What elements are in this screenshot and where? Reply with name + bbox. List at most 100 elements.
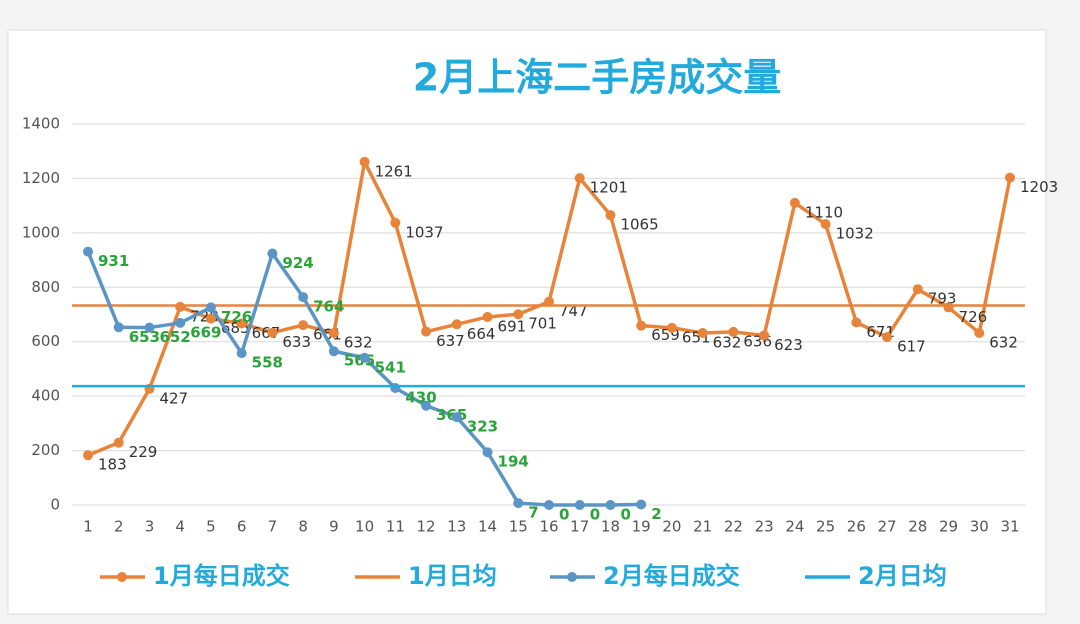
value-label: 701: [528, 315, 557, 333]
point: [83, 450, 93, 461]
point: [482, 447, 493, 458]
value-label: 653: [129, 328, 160, 346]
x-tick-label: 20: [662, 518, 681, 536]
point: [83, 246, 93, 257]
x-tick-label: 16: [539, 518, 558, 536]
point: [605, 500, 616, 510]
y-tick-label: 200: [31, 441, 60, 459]
y-tick-label: 1000: [22, 223, 60, 241]
value-label: 633: [282, 333, 311, 351]
legend-label: 2月每日成交: [603, 562, 740, 590]
point: [544, 296, 554, 307]
point: [236, 318, 247, 329]
value-label: 691: [498, 317, 527, 335]
x-tick-label: 23: [755, 518, 774, 536]
value-label: 726: [959, 308, 988, 326]
x-tick-label: 10: [355, 518, 374, 536]
value-label: 726: [221, 308, 252, 326]
x-tick-label: 25: [816, 518, 835, 536]
value-label: 1203: [1020, 178, 1058, 196]
point: [451, 412, 462, 423]
x-tick-label: 19: [632, 518, 651, 536]
point: [390, 382, 401, 393]
value-label: 623: [774, 336, 803, 354]
x-tick-label: 31: [1000, 518, 1019, 536]
point: [636, 499, 647, 510]
x-tick-label: 30: [970, 518, 989, 536]
value-label: 2: [651, 505, 661, 523]
point: [298, 320, 309, 331]
y-tick-label: 800: [31, 278, 60, 296]
value-label: 1065: [620, 216, 658, 234]
y-tick-label: 0: [50, 496, 60, 514]
value-label: 924: [282, 254, 313, 272]
point: [882, 332, 893, 343]
x-tick-label: 27: [878, 518, 897, 536]
point: [789, 197, 800, 208]
point: [974, 328, 985, 339]
point: [421, 400, 432, 411]
value-label: 427: [159, 389, 188, 407]
point: [1005, 172, 1015, 183]
value-label: 1110: [805, 203, 843, 221]
x-tick-label: 22: [724, 518, 743, 536]
value-label: 632: [344, 334, 373, 352]
value-label: 0: [590, 506, 600, 524]
value-label: 183: [98, 456, 127, 474]
point: [359, 352, 370, 363]
chart-title: 2月上海二手房成交量: [413, 56, 781, 100]
legend-label: 1月日均: [408, 562, 497, 590]
value-label: 669: [190, 323, 221, 341]
value-label: 365: [436, 406, 467, 424]
value-label: 1261: [375, 162, 413, 180]
value-label: 541: [375, 358, 406, 376]
x-tick-label: 26: [847, 518, 866, 536]
point: [113, 437, 124, 448]
value-label: 558: [252, 354, 283, 372]
value-label: 1037: [405, 223, 443, 241]
x-tick-label: 2: [114, 518, 124, 536]
value-label: 1032: [836, 225, 874, 243]
point: [328, 346, 339, 357]
point: [175, 301, 186, 312]
point: [513, 498, 524, 509]
y-tick-label: 400: [31, 387, 60, 405]
point: [544, 500, 554, 510]
value-label: 632: [713, 334, 742, 352]
value-label: 7: [528, 504, 538, 522]
value-label: 632: [989, 334, 1018, 352]
point: [697, 328, 708, 339]
x-tick-label: 1: [83, 518, 93, 536]
value-label: 323: [467, 418, 498, 436]
x-tick-label: 4: [175, 518, 185, 536]
value-label: 565: [344, 352, 375, 370]
x-tick-label: 21: [693, 518, 712, 536]
point: [636, 320, 647, 331]
value-label: 617: [897, 338, 926, 356]
point: [267, 248, 278, 259]
x-tick-label: 11: [386, 518, 405, 536]
point: [605, 210, 616, 221]
point: [820, 219, 831, 230]
x-tick-label: 3: [145, 518, 155, 536]
x-tick-label: 18: [601, 518, 620, 536]
value-label: 637: [436, 332, 465, 350]
point: [666, 322, 677, 333]
point: [513, 309, 524, 320]
point: [912, 284, 923, 295]
legend-marker: [567, 572, 577, 582]
y-tick-label: 1200: [22, 169, 60, 187]
point: [175, 317, 186, 328]
point: [482, 311, 493, 322]
value-label: 652: [159, 328, 190, 346]
legend-marker: [117, 572, 127, 582]
point: [328, 328, 339, 339]
value-label: 0: [620, 506, 630, 524]
x-tick-label: 9: [329, 518, 339, 536]
x-tick-label: 24: [785, 518, 804, 536]
point: [236, 348, 247, 359]
x-tick-label: 8: [298, 518, 308, 536]
y-tick-label: 1400: [22, 115, 60, 133]
point: [728, 326, 739, 337]
